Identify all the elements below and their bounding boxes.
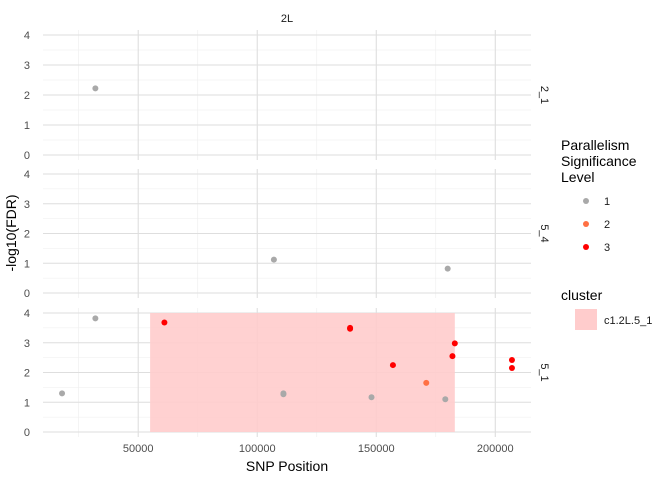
legend-label: 3 — [604, 242, 610, 254]
legend-key-point — [583, 244, 589, 250]
legend-title-line: Significance — [561, 153, 637, 169]
legend-key-point — [583, 221, 589, 227]
facet-strip-label: 2_1 — [538, 86, 550, 104]
x-tick-label: 50000 — [123, 443, 154, 455]
y-tick-label: 4 — [24, 169, 30, 181]
legend-key-point — [583, 198, 589, 204]
data-point — [451, 340, 458, 347]
data-point — [442, 396, 449, 403]
x-tick-label: 100000 — [239, 443, 276, 455]
data-point — [508, 365, 515, 372]
legend-label: 1 — [604, 196, 610, 208]
facet-panel-5_1: 0 1 2 3 4 5_1 — [24, 308, 550, 439]
y-tick-label: 4 — [24, 30, 30, 42]
legend-title-line: Level — [561, 169, 594, 185]
data-point — [449, 353, 456, 360]
legend-title-line: Parallelism — [561, 137, 629, 153]
data-point — [161, 319, 168, 326]
legend-label: 2 — [604, 219, 610, 231]
data-point — [92, 85, 99, 92]
y-tick-label: 2 — [24, 229, 30, 241]
y-tick-label: 3 — [24, 338, 30, 350]
legend-cluster-label: c1.2L.5_1 — [604, 315, 652, 327]
data-point — [444, 265, 451, 272]
y-tick-label: 4 — [24, 308, 30, 320]
y-tick-label: 1 — [24, 258, 30, 270]
data-point — [92, 315, 99, 322]
facet-strip-label: 5_4 — [538, 224, 550, 242]
data-point — [389, 362, 396, 369]
data-point — [423, 379, 430, 386]
x-tick-label: 150000 — [358, 443, 395, 455]
data-point — [280, 390, 287, 397]
y-tick-label: 3 — [24, 199, 30, 211]
data-point — [368, 394, 375, 401]
data-point — [347, 324, 354, 331]
y-tick-label: 0 — [24, 427, 30, 439]
legend-cluster-swatch — [575, 309, 597, 330]
y-axis-title: -log10(FDR) — [3, 194, 19, 271]
y-tick-label: 3 — [24, 60, 30, 72]
facet-strip-label: 5_1 — [538, 363, 550, 381]
y-tick-label: 0 — [24, 150, 30, 162]
facet-panel-2_1: 0 1 2 3 4 2_1 — [24, 30, 550, 162]
data-point — [270, 256, 277, 263]
x-tick-label: 200000 — [477, 443, 514, 455]
cluster-region-rect — [150, 313, 455, 432]
legend-cluster-title: cluster — [561, 287, 603, 303]
facet-panel-5_4: 0 1 2 3 4 5_4 — [24, 169, 550, 300]
data-point — [59, 390, 66, 397]
x-axis-title: SNP Position — [246, 458, 328, 474]
y-tick-label: 1 — [24, 120, 30, 132]
facet-title: 2L — [281, 13, 293, 25]
y-tick-label: 2 — [24, 90, 30, 102]
y-tick-label: 1 — [24, 397, 30, 409]
y-tick-label: 0 — [24, 288, 30, 300]
y-tick-label: 2 — [24, 368, 30, 380]
data-point — [508, 357, 515, 364]
